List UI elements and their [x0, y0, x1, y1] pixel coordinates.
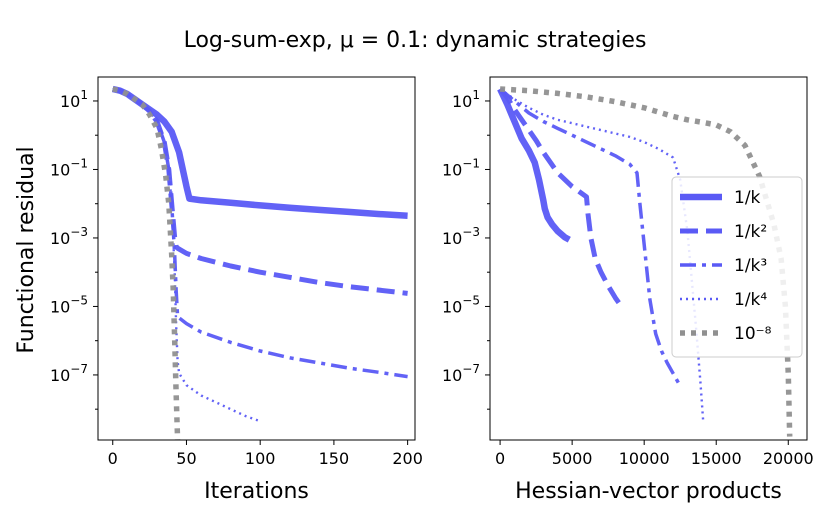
x-tick-label: 200 [392, 449, 423, 468]
x-tick-label: 20000 [763, 449, 814, 468]
x-tick-label: 100 [245, 449, 276, 468]
x-tick-label: 15000 [691, 449, 742, 468]
x-axis-label: Iterations [204, 479, 309, 504]
series-line-inv_k2 [498, 87, 625, 310]
axes-frame [489, 76, 808, 441]
x-tick-label: 150 [319, 449, 350, 468]
x-tick-label: 5000 [552, 449, 593, 468]
x-tick-label: 0 [108, 449, 118, 468]
y-tick-label: 10−1 [442, 156, 480, 179]
y-tick-label: 10−3 [50, 225, 88, 248]
y-tick-label: 10−7 [442, 362, 480, 385]
series-line-inv_k [497, 87, 571, 243]
x-axis-label: Hessian-vector products [515, 479, 782, 504]
legend-label-inv_k2: 1/k² [734, 222, 767, 242]
x-tick-label: 10000 [619, 449, 670, 468]
series-line-inv_k [111, 85, 408, 219]
y-tick-label: 10−1 [50, 156, 88, 179]
y-tick-label: 101 [60, 88, 88, 111]
y-tick-label: 10−5 [50, 293, 88, 316]
legend: 1/k 1/k² 1/k³ 1/k⁴ 10⁻⁸ [671, 176, 803, 358]
y-axis-label: Functional residual [14, 146, 39, 353]
x-tick-label: 50 [176, 449, 196, 468]
legend-label-inv_k4: 1/k⁴ [734, 290, 767, 310]
chart-title: Log-sum-exp, μ = 0.1: dynamic strategies [184, 28, 647, 53]
series-line-inv_k3 [112, 87, 408, 379]
series-line-inv_k4 [499, 88, 705, 423]
y-tick-label: 10−5 [442, 293, 480, 316]
series-line-inv_k4 [112, 87, 261, 423]
right-subplot: 0 5000 10000 15000 20000 101 10−1 10−3 10−5 10−7 H… [442, 76, 814, 504]
legend-label-inv_k3: 1/k³ [734, 256, 767, 276]
series-line-eps [499, 86, 793, 437]
series-line-eps [112, 86, 181, 440]
legend-box [671, 176, 803, 358]
legend-label-eps: 10⁻⁸ [734, 324, 772, 344]
series-line-inv_k3 [498, 87, 681, 385]
y-tick-label: 10−3 [442, 225, 480, 248]
y-tick-label: 10−7 [50, 362, 88, 385]
y-tick-label: 101 [452, 88, 480, 111]
x-tick-label: 0 [495, 449, 505, 468]
left-subplot: 0 50 100 150 200 101 10−1 10−3 10−5 10−7 Iteration… [50, 76, 423, 504]
series-line-inv_k2 [112, 86, 408, 296]
legend-label-inv_k: 1/k [734, 188, 761, 208]
axes-frame [97, 76, 416, 441]
